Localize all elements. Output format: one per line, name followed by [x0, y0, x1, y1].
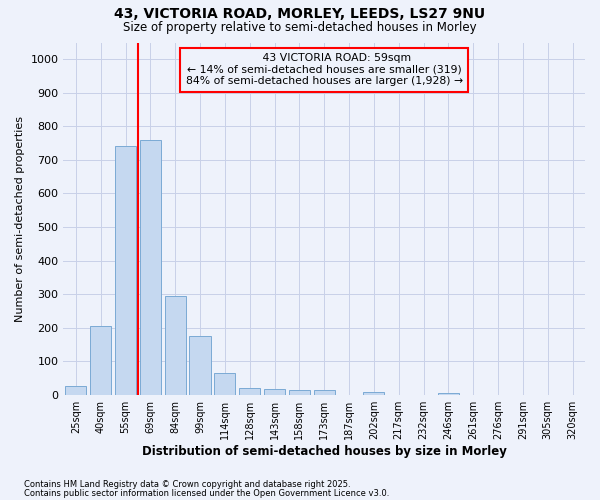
Bar — [438, 392, 459, 394]
Bar — [214, 373, 235, 394]
Bar — [90, 326, 111, 394]
Text: 43, VICTORIA ROAD, MORLEY, LEEDS, LS27 9NU: 43, VICTORIA ROAD, MORLEY, LEEDS, LS27 9… — [115, 8, 485, 22]
Bar — [65, 386, 86, 394]
Text: Contains public sector information licensed under the Open Government Licence v3: Contains public sector information licen… — [24, 488, 389, 498]
X-axis label: Distribution of semi-detached houses by size in Morley: Distribution of semi-detached houses by … — [142, 444, 506, 458]
Y-axis label: Number of semi-detached properties: Number of semi-detached properties — [15, 116, 25, 322]
Bar — [264, 389, 285, 394]
Bar — [364, 392, 385, 394]
Bar — [164, 296, 186, 394]
Bar — [115, 146, 136, 394]
Text: Size of property relative to semi-detached houses in Morley: Size of property relative to semi-detach… — [123, 21, 477, 34]
Bar — [239, 388, 260, 394]
Bar — [190, 336, 211, 394]
Bar — [140, 140, 161, 394]
Bar — [289, 390, 310, 394]
Text: Contains HM Land Registry data © Crown copyright and database right 2025.: Contains HM Land Registry data © Crown c… — [24, 480, 350, 489]
Bar — [314, 390, 335, 394]
Text: 43 VICTORIA ROAD: 59sqm
← 14% of semi-detached houses are smaller (319)
84% of s: 43 VICTORIA ROAD: 59sqm ← 14% of semi-de… — [185, 53, 463, 86]
